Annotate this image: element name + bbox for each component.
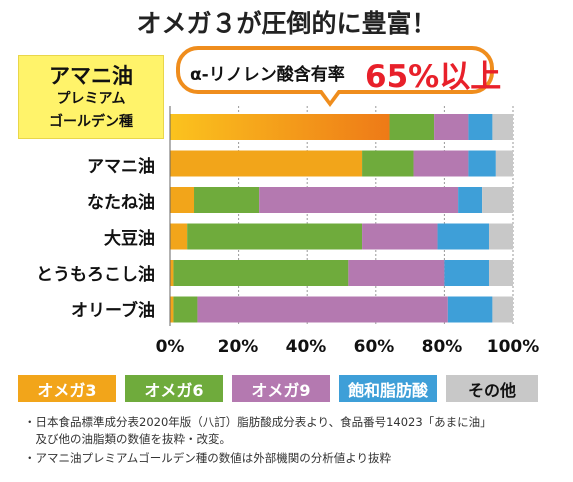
- bar-0-omega6: [389, 114, 435, 140]
- bar-1-other: [495, 150, 513, 177]
- bar-1-omega9: [413, 150, 469, 177]
- category-label-olive: オリーブ油: [71, 301, 155, 321]
- bar-2-saturated: [458, 187, 483, 213]
- x-tick-label-60: 60%: [353, 337, 395, 357]
- bar-4-omega6: [173, 260, 349, 286]
- footnote-line3: ・アマニ油プレミアムゴールデン種の数値は外部機関の分析値より抜粋: [24, 451, 391, 465]
- bar-2-omega3: [170, 187, 195, 213]
- bar-5-omega3: [170, 296, 174, 323]
- bar-3-omega3: [170, 223, 188, 250]
- callout-tail-inner: [322, 90, 338, 101]
- footnote-line2: 及び他の油脂類の数値を抜粋・改変。: [24, 432, 231, 446]
- bar-2-omega9: [259, 187, 459, 213]
- x-tick-label-0: 0%: [155, 337, 185, 357]
- bar-3-omega6: [187, 223, 363, 250]
- bar-0-omega3: [170, 114, 390, 140]
- x-tick-label-80: 80%: [421, 337, 463, 357]
- bar-2-omega6: [194, 187, 260, 213]
- x-tick-label-100: 100%: [486, 337, 540, 357]
- bar-5-saturated: [447, 296, 493, 323]
- bar-3-saturated: [437, 223, 489, 250]
- legend-item-omega3: オメガ3: [18, 375, 116, 402]
- highlight-label-line2: プレミアム: [56, 91, 126, 107]
- category-label-natane: なたね油: [87, 193, 155, 213]
- bar-2-other: [482, 187, 513, 213]
- bar-1-omega6: [362, 150, 414, 177]
- bar-0-other: [492, 114, 513, 140]
- bar-5-other: [492, 296, 513, 323]
- bar-4-saturated: [444, 260, 489, 286]
- bar-1-saturated: [468, 150, 496, 177]
- legend: オメガ3 オメガ6 オメガ9 飽和脂肪酸 その他: [18, 375, 538, 402]
- bar-3-other: [488, 223, 513, 250]
- bar-4-omega9: [348, 260, 445, 286]
- highlight-label-box: [18, 55, 164, 139]
- category-label-toumorokoshi: とうもろこし油: [36, 265, 155, 285]
- highlight-label-line1: アマニ油: [49, 64, 133, 88]
- bar-5-omega9: [197, 296, 448, 323]
- bar-0-omega9: [434, 114, 469, 140]
- bar-3-omega9: [362, 223, 438, 250]
- bar-1-omega3: [170, 150, 363, 177]
- bar-4-omega3: [170, 260, 174, 286]
- x-tick-label-20: 20%: [217, 337, 259, 357]
- highlight-label-line3: ゴールデン種: [49, 114, 133, 130]
- chart-title: オメガ３が圧倒的に豊富！: [136, 9, 437, 38]
- bar-4-other: [488, 260, 513, 286]
- footnote-line1: ・日本食品標準成分表2020年版（八訂）脂肪酸成分表より、食品番号14023「あ…: [24, 415, 492, 429]
- legend-item-other: その他: [446, 375, 538, 402]
- bar-0-saturated: [468, 114, 493, 140]
- legend-item-omega6: オメガ6: [125, 375, 223, 402]
- legend-item-saturated: 飽和脂肪酸: [339, 375, 437, 402]
- category-label-daizu: 大豆油: [104, 229, 155, 249]
- category-label-amani: アマニ油: [87, 157, 155, 177]
- callout-text: α-リノレン酸含有率: [190, 65, 345, 85]
- x-tick-label-40: 40%: [285, 337, 327, 357]
- callout-value: 65%以上: [365, 59, 502, 95]
- callout-bubble: [176, 46, 494, 94]
- legend-item-omega9: オメガ9: [232, 375, 330, 402]
- bar-5-omega6: [173, 296, 198, 323]
